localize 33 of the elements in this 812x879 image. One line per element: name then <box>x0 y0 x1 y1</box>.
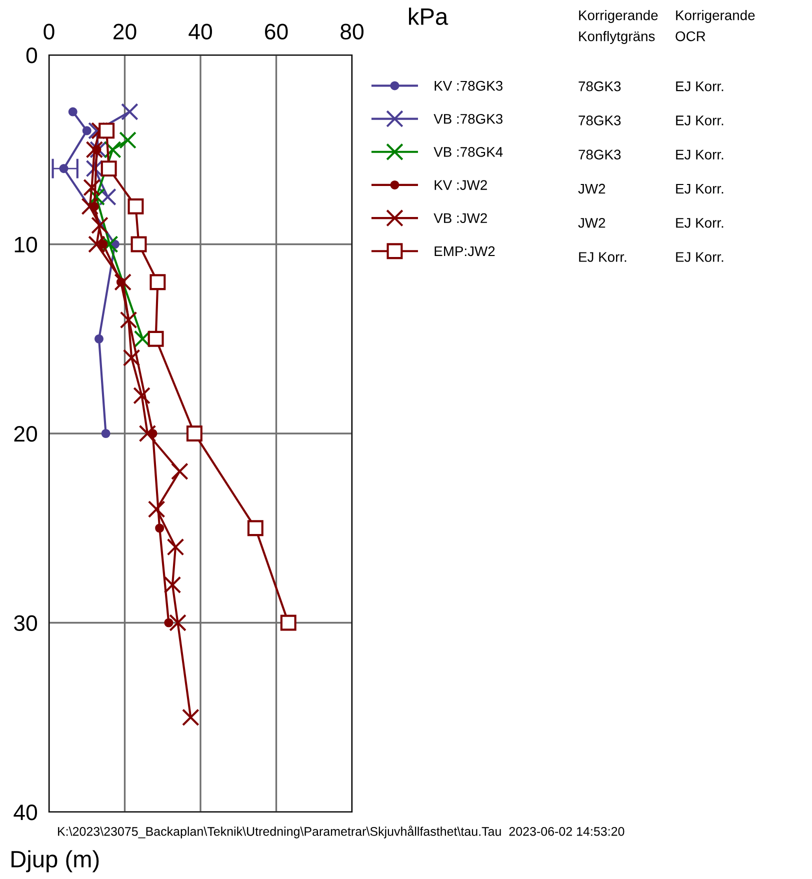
text: EJ Korr. <box>579 252 626 262</box>
text: JW2 <box>578 218 606 228</box>
text: K:\2023\23075_Backaplan\Teknik\Utredning\Parametrar\Skjuvhållfasthet\tau.Tau 2023-06-02 14:53:20 <box>58 826 624 838</box>
y-tick-label: 30 <box>14 615 38 632</box>
legend-label: VB :JW2 <box>434 213 487 224</box>
y-tick-label: 20 <box>14 426 38 442</box>
text: EJ Korr. <box>676 252 724 262</box>
text: 78GK3 <box>578 81 621 92</box>
legend-label: VB :78GK3 <box>434 114 502 124</box>
legend-label: KV :78GK3 <box>434 80 502 91</box>
legend-label: KV :JW2 <box>434 180 487 190</box>
x-tick-label: 40 <box>188 24 212 40</box>
text: Korrigerande Konflytgräns <box>579 10 658 44</box>
x-tick-label: 20 <box>114 24 136 40</box>
text: Korrigerande OCR <box>676 10 755 42</box>
text: EJ Korr. <box>676 150 724 160</box>
y-tick-label: 40 <box>14 804 38 820</box>
text: 78GK3 <box>578 116 621 126</box>
text: EJ Korr. <box>676 82 724 92</box>
text: EJ Korr. <box>676 116 724 126</box>
text: EJ Korr. <box>676 184 724 194</box>
y-tick-label: 10 <box>14 236 38 253</box>
x-axis-title: kPa <box>409 8 448 25</box>
text: EJ Korr. <box>676 218 724 228</box>
legend-label: VB :78GK4 <box>434 147 503 157</box>
legend-label: EMP:JW2 <box>434 246 495 256</box>
x-tick-label: 0 <box>44 24 54 40</box>
y-axis-title: Djup (m) <box>12 850 99 872</box>
y-tick-label: 0 <box>26 48 38 64</box>
text: JW2 <box>578 184 606 194</box>
x-tick-label: 80 <box>340 24 364 40</box>
text: 78GK3 <box>578 150 621 160</box>
x-tick-label: 60 <box>265 24 288 40</box>
